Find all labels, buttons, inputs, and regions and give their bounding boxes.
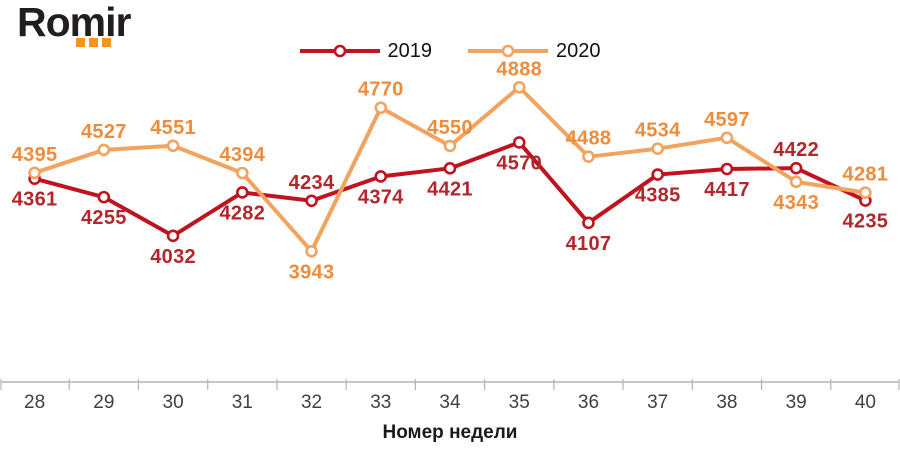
x-tick-label: 32 bbox=[301, 392, 322, 413]
series-2020-data-label: 4551 bbox=[150, 117, 196, 139]
series-2019-marker bbox=[166, 229, 180, 243]
series-2019-data-label: 4421 bbox=[427, 178, 473, 200]
series-2019-data-label: 4107 bbox=[566, 233, 612, 255]
series-2020-marker bbox=[789, 175, 803, 189]
series-2020-marker bbox=[305, 244, 318, 258]
series-2019-marker bbox=[236, 186, 249, 199]
logo-dot-icon bbox=[102, 38, 111, 47]
series-2020-marker bbox=[720, 131, 734, 145]
series-2020-data-label: 4343 bbox=[773, 192, 819, 214]
series-2020-data-label: 4534 bbox=[635, 120, 681, 142]
legend-item-2020: 2020 bbox=[468, 41, 601, 61]
series-2019-data-label: 4385 bbox=[635, 185, 681, 207]
series-2019-data-label: 4032 bbox=[150, 246, 196, 268]
series-2020-marker bbox=[512, 80, 526, 94]
series-2019-marker bbox=[443, 162, 457, 175]
x-tick-label: 39 bbox=[786, 392, 807, 413]
x-tick-label: 35 bbox=[509, 392, 530, 413]
series-2020-data-label: 4488 bbox=[566, 128, 612, 150]
series-2019-data-label: 4235 bbox=[843, 211, 889, 233]
series-2020-data-label: 4770 bbox=[358, 79, 404, 101]
legend-label-2019: 2019 bbox=[387, 40, 433, 62]
series-2020-marker bbox=[651, 142, 664, 156]
series-2019-marker bbox=[374, 170, 388, 183]
x-tick-label: 33 bbox=[370, 392, 391, 413]
romir-logo-dots-icon bbox=[76, 38, 111, 47]
series-2020-data-label: 4550 bbox=[427, 117, 473, 139]
series-2020-data-label: 4527 bbox=[81, 121, 127, 143]
x-tick-label: 29 bbox=[93, 392, 114, 413]
romir-logo: Romir bbox=[17, 0, 131, 47]
logo-dot-icon bbox=[76, 38, 85, 47]
series-2019-data-label: 4234 bbox=[289, 172, 335, 194]
legend-line-marker-icon bbox=[299, 44, 380, 58]
series-2020-marker bbox=[28, 166, 41, 180]
series-2020-marker bbox=[97, 143, 111, 157]
series-2019-marker bbox=[789, 161, 803, 175]
series-2020-marker bbox=[582, 150, 595, 163]
series-2020-marker bbox=[859, 186, 872, 199]
series-2019-data-label: 4422 bbox=[773, 139, 819, 161]
x-tick-label: 31 bbox=[232, 392, 253, 413]
series-2019-marker bbox=[97, 190, 111, 204]
series-2019-data-label: 4361 bbox=[12, 189, 58, 211]
series-2020-data-label: 4395 bbox=[12, 144, 58, 166]
series-2019-data-label: 4570 bbox=[496, 152, 542, 174]
series-2020-data-label: 4597 bbox=[704, 109, 750, 131]
series-2020-data-label: 4394 bbox=[219, 144, 265, 166]
series-2020-data-label: 3943 bbox=[289, 261, 335, 283]
series-2019-data-label: 4255 bbox=[81, 207, 127, 229]
legend-label-2020: 2020 bbox=[556, 40, 601, 62]
x-tick-label: 36 bbox=[578, 392, 599, 413]
chart-legend: 2019 2020 bbox=[0, 41, 900, 61]
x-tick-label: 28 bbox=[24, 392, 45, 413]
x-tick-label: 30 bbox=[163, 392, 184, 413]
x-tick-label: 34 bbox=[439, 392, 461, 413]
series-2019-marker bbox=[512, 136, 526, 149]
series-2019-marker bbox=[720, 162, 734, 176]
x-tick-label: 40 bbox=[855, 392, 876, 413]
series-2020-marker bbox=[374, 101, 388, 115]
x-axis-title: Номер недели bbox=[382, 422, 518, 443]
series-2019-data-label: 4282 bbox=[219, 202, 265, 224]
series-2020-marker bbox=[166, 139, 180, 153]
series-2019-data-label: 4417 bbox=[704, 179, 750, 201]
series-2019-marker bbox=[582, 216, 595, 230]
series-2019-data-label: 4374 bbox=[358, 186, 404, 208]
series-2020-marker bbox=[443, 139, 457, 153]
series-2020-data-label: 4888 bbox=[496, 58, 542, 80]
x-tick-label: 38 bbox=[716, 392, 737, 413]
series-2019-marker bbox=[305, 194, 318, 208]
x-tick-label: 37 bbox=[647, 392, 668, 413]
legend-item-2019: 2019 bbox=[299, 40, 433, 62]
series-2020-marker bbox=[236, 166, 249, 180]
legend-line-marker-icon bbox=[468, 44, 548, 58]
romir-logo-text: Romir bbox=[17, 0, 131, 45]
series-2020-data-label: 4281 bbox=[843, 164, 889, 186]
logo-dot-icon bbox=[89, 38, 98, 47]
series-2019-marker bbox=[651, 168, 664, 181]
